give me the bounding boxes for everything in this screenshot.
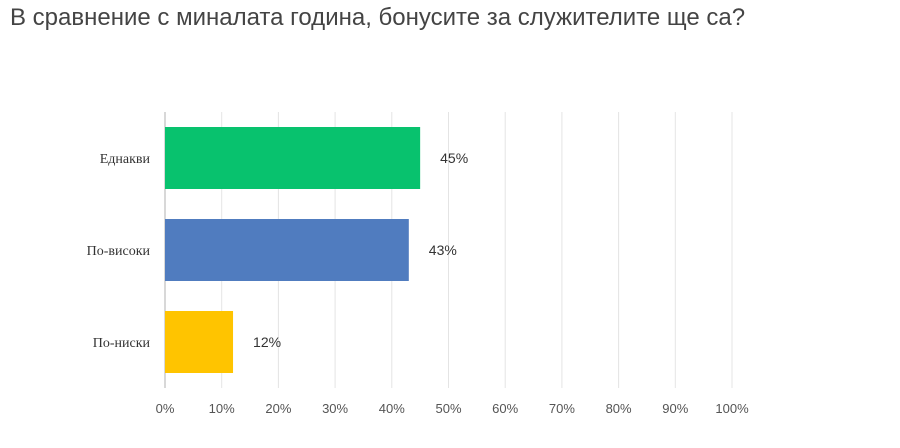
chart-title: В сравнение с миналата година, бонусите … xyxy=(10,4,746,31)
data-label: 45% xyxy=(440,150,468,166)
bar xyxy=(165,219,409,281)
x-tick-label: 100% xyxy=(715,401,749,416)
x-tick-label: 60% xyxy=(492,401,518,416)
data-label: 43% xyxy=(429,242,457,258)
x-tick-label: 20% xyxy=(265,401,291,416)
bar xyxy=(165,127,421,189)
x-tick-label: 70% xyxy=(549,401,575,416)
category-label: По-ниски xyxy=(93,336,151,351)
x-tick-label: 50% xyxy=(435,401,461,416)
x-tick-label: 90% xyxy=(662,401,688,416)
x-tick-label: 40% xyxy=(379,401,405,416)
x-tick-label: 30% xyxy=(322,401,348,416)
x-tick-label: 10% xyxy=(209,401,235,416)
x-tick-label: 0% xyxy=(156,401,175,416)
category-label: По-високи xyxy=(87,244,151,259)
category-label: Еднакви xyxy=(100,152,151,167)
bar xyxy=(165,311,234,373)
data-label: 12% xyxy=(253,334,281,350)
x-tick-label: 80% xyxy=(606,401,632,416)
